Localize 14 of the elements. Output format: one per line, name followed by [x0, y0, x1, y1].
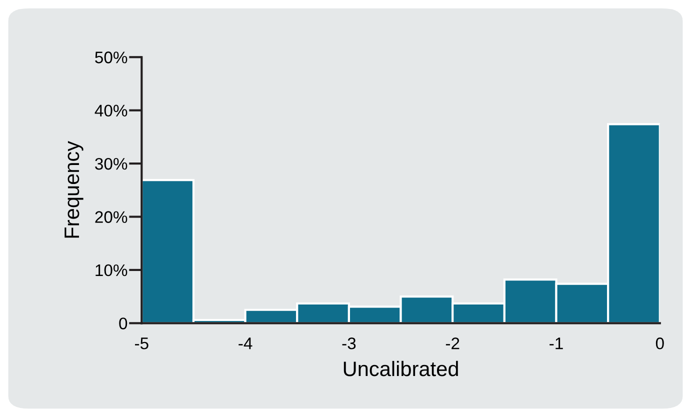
- x-tick-label: -1: [550, 338, 563, 350]
- x-tick-label: -5: [134, 338, 148, 350]
- y-axis-title: Frequency: [64, 140, 84, 238]
- x-tick-label: -2: [446, 338, 460, 350]
- y-tick-label: 30%: [95, 158, 128, 170]
- x-tick-label: -3: [342, 338, 356, 350]
- x-axis-title: Uncalibrated: [344, 360, 458, 376]
- y-tick-label: 50%: [95, 52, 128, 64]
- x-tick-label: 0: [656, 338, 664, 350]
- y-tick-label: 0: [119, 318, 128, 330]
- y-tick-label: 40%: [94, 104, 128, 117]
- x-tick-label: -4: [238, 338, 252, 350]
- y-tick-label: 10%: [96, 264, 128, 276]
- y-tick-label: 20%: [95, 211, 128, 223]
